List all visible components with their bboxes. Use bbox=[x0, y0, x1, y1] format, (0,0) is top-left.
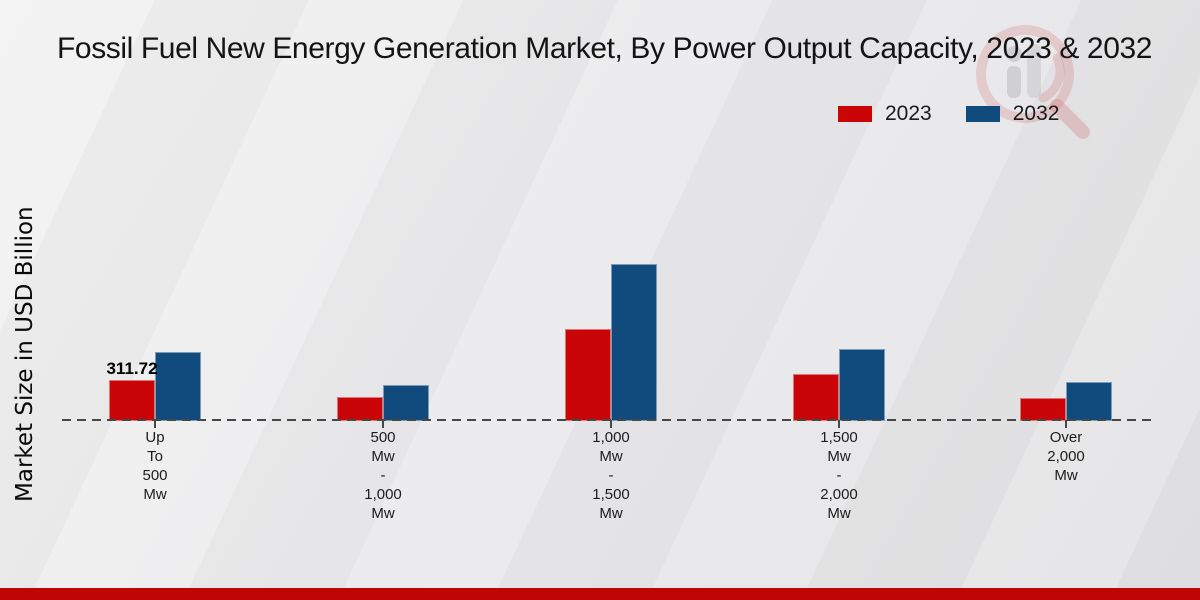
bar-2032-group-5 bbox=[1066, 382, 1112, 421]
bar-2023-group-5 bbox=[1020, 398, 1066, 421]
bar-2023-group-2 bbox=[337, 397, 383, 421]
bar-2023-group-3 bbox=[565, 329, 611, 421]
x-axis-category-label-5: Over 2,000 Mw bbox=[1047, 429, 1085, 484]
x-axis-tick-5 bbox=[1065, 420, 1067, 428]
x-axis-category-label-1: Up To 500 Mw bbox=[142, 429, 168, 503]
legend-label-2023: 2023 bbox=[885, 102, 932, 125]
value-label-2023-group-1: 311.72 bbox=[106, 359, 158, 378]
x-axis-category-label-2: 500 Mw - 1,000 Mw bbox=[364, 429, 402, 522]
bar-2023-group-1 bbox=[109, 380, 155, 421]
bar-2032-group-4 bbox=[839, 349, 885, 421]
x-axis-line bbox=[62, 419, 1156, 421]
x-axis-tick-1 bbox=[154, 420, 156, 428]
legend-item-2032: 2032 bbox=[965, 102, 1060, 126]
bar-2023-group-4 bbox=[793, 374, 839, 421]
bar-2032-group-1 bbox=[155, 352, 201, 421]
legend: 2023 2032 bbox=[838, 102, 1059, 126]
legend-swatch-2032 bbox=[965, 106, 1000, 122]
x-axis-tick-4 bbox=[838, 420, 840, 428]
x-axis-tick-2 bbox=[382, 420, 384, 428]
footer-accent-bar bbox=[0, 588, 1200, 600]
x-axis-category-label-3: 1,000 Mw - 1,500 Mw bbox=[592, 429, 630, 522]
bar-2032-group-2 bbox=[383, 385, 429, 421]
x-axis-tick-3 bbox=[610, 420, 612, 428]
legend-item-2023: 2023 bbox=[838, 102, 932, 126]
bar-2032-group-3 bbox=[611, 264, 657, 421]
legend-swatch-2023 bbox=[838, 106, 872, 122]
x-axis-category-label-4: 1,500 Mw - 2,000 Mw bbox=[820, 429, 858, 522]
legend-label-2032: 2032 bbox=[1012, 102, 1060, 125]
chart-title: Fossil Fuel New Energy Generation Market… bbox=[57, 32, 1153, 65]
y-axis-label: Market Size in USD Billion bbox=[12, 206, 38, 502]
magnifier-bar-chart-logo-icon bbox=[976, 25, 1090, 139]
